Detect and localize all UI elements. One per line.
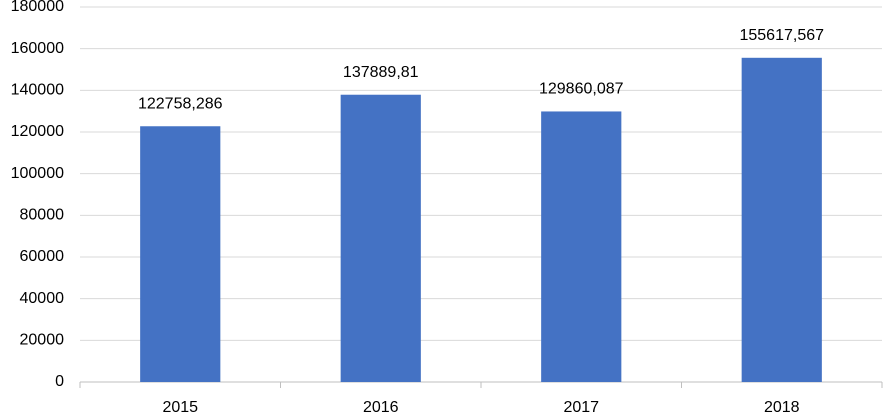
bar xyxy=(541,111,622,382)
bar xyxy=(140,126,221,382)
data-label: 137889,81 xyxy=(343,64,419,81)
data-label: 129860,087 xyxy=(539,81,624,98)
y-tick-label: 100000 xyxy=(11,165,64,182)
x-tick-label: 2018 xyxy=(764,399,800,416)
x-tick-label: 2016 xyxy=(363,399,399,416)
x-tick-label: 2015 xyxy=(162,399,198,416)
y-tick-label: 40000 xyxy=(20,290,65,307)
bar xyxy=(741,57,822,383)
y-tick-label: 60000 xyxy=(20,248,65,265)
x-tick-label: 2017 xyxy=(563,399,599,416)
y-tick-label: 180000 xyxy=(11,0,64,15)
y-tick-label: 80000 xyxy=(20,207,65,224)
y-tick-label: 140000 xyxy=(11,82,64,99)
bar xyxy=(340,94,421,383)
y-tick-label: 120000 xyxy=(11,123,64,140)
data-label: 155617,567 xyxy=(739,27,824,44)
y-tick-label: 20000 xyxy=(20,332,65,349)
data-label: 122758,286 xyxy=(138,95,223,112)
y-tick-label: 160000 xyxy=(11,40,64,57)
y-tick-label: 0 xyxy=(55,373,64,390)
